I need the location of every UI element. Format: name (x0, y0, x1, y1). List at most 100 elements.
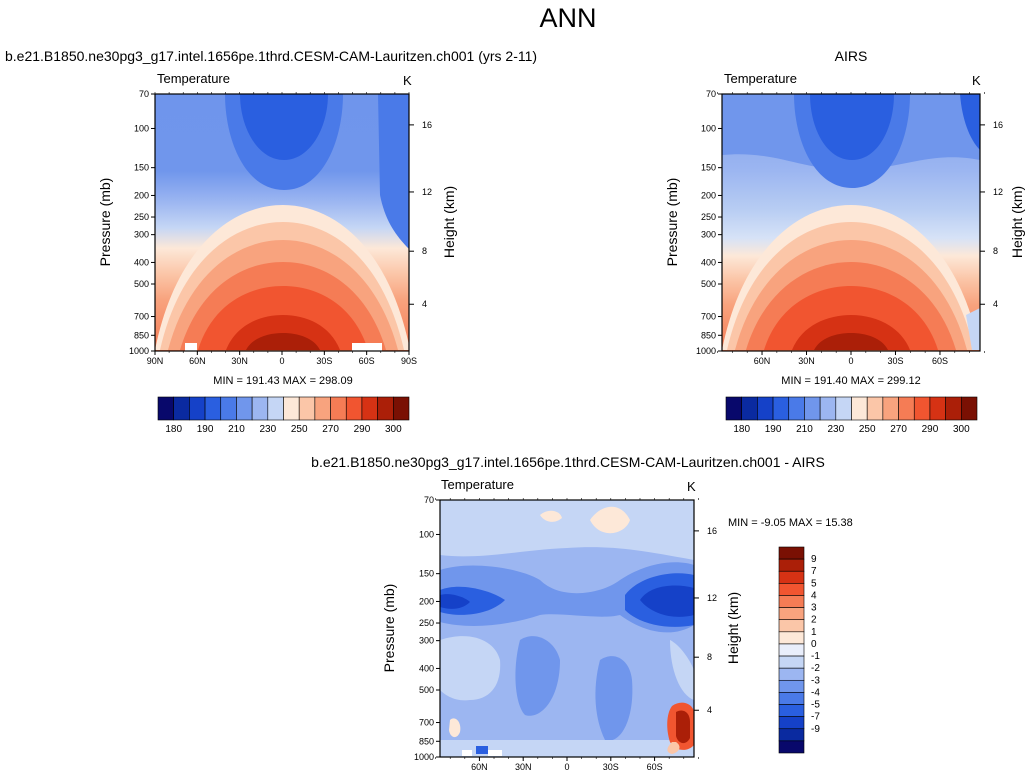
obs-pressure-tick-label: 500 (701, 279, 716, 289)
obs-colorbar-swatch (835, 396, 852, 421)
model-pressure-tick-label: 300 (134, 230, 149, 240)
model-pressure-tick-label: 200 (134, 190, 149, 200)
diff-colorbar-label: 1 (811, 627, 817, 638)
model-colorbar-label: 180 (165, 424, 182, 435)
obs-contour-field (722, 94, 980, 351)
model-case-title: b.e21.B1850.ne30pg3_g17.intel.1656pe.1th… (5, 48, 537, 64)
model-pressure-tick-label: 100 (134, 123, 149, 133)
diff-pressure-tick-label: 850 (419, 736, 434, 746)
diff-axis-ticks: 70 100 150 200 250 300 400 500 700 850 1000 16 12 8 4 6… (414, 495, 717, 772)
diff-colorbar-label: -2 (811, 663, 820, 674)
diff-pressure-tick-label: 150 (419, 569, 434, 579)
diff-colorbar-label: 3 (811, 603, 817, 614)
model-lat-tick-label: 60N (189, 356, 206, 366)
diff-colorbar-label: 2 (811, 615, 817, 626)
diff-colorbar-label: -3 (811, 675, 820, 686)
model-pressure-tick-label: 500 (134, 279, 149, 289)
model-colorbar: 180 190 210 230 250 270 290 300 (157, 396, 410, 435)
model-colorbar-swatch (393, 396, 410, 421)
obs-colorbar-swatch (866, 396, 884, 421)
obs-height-tick-label: 4 (993, 299, 998, 309)
model-colorbar-swatch (204, 396, 222, 421)
diff-colorbar-swatch (778, 716, 805, 730)
model-pressure-tick-label: 850 (134, 330, 149, 340)
obs-colorbar-label: 180 (733, 424, 750, 435)
diff-colorbar-swatch (778, 631, 805, 645)
diff-pressure-tick-label: 200 (419, 596, 434, 606)
diff-units-label: K (687, 479, 696, 494)
obs-colorbar-swatch (757, 396, 774, 421)
diff-colorbar-swatch (778, 679, 805, 693)
diff-colorbar-swatch (778, 692, 805, 705)
model-colorbar-swatch (330, 396, 347, 421)
obs-height-tick-label: 16 (993, 120, 1003, 130)
diff-lat-tick-label: 30S (603, 762, 619, 772)
diff-lat-tick-label: 0 (564, 762, 569, 772)
model-colorbar-swatch (361, 396, 378, 421)
diff-pressure-axis-label: Pressure (mb) (381, 584, 397, 673)
diff-pressure-tick-label: 500 (419, 685, 434, 695)
model-variable-label: Temperature (157, 71, 230, 86)
obs-colorbar-swatch (898, 396, 915, 421)
diff-pressure-tick-label: 1000 (414, 752, 434, 762)
model-pressure-tick-label: 150 (134, 163, 149, 173)
obs-colorbar-swatch (804, 396, 821, 421)
diff-colorbar-swatch (778, 667, 805, 681)
diff-pressure-tick-label: 70 (424, 495, 434, 505)
model-contour-field (155, 94, 409, 351)
diff-colorbar-swatch (778, 619, 805, 633)
model-lat-tick-label: 90S (401, 356, 417, 366)
diff-pressure-tick-label: 300 (419, 636, 434, 646)
diff-pressure-tick-label: 100 (419, 529, 434, 539)
diff-colorbar-label: -7 (811, 712, 820, 723)
model-height-tick-label: 12 (422, 187, 432, 197)
diff-colorbar-swatch (778, 704, 805, 717)
obs-pressure-tick-label: 250 (701, 212, 716, 222)
obs-variable-label: Temperature (724, 71, 797, 86)
obs-min-max: MIN = 191.40 MAX = 299.12 (781, 375, 920, 387)
obs-colorbar-swatch (961, 396, 978, 421)
obs-colorbar-swatch (741, 396, 758, 421)
model-pressure-tick-label: 700 (134, 312, 149, 322)
obs-colorbar-swatch (945, 396, 962, 421)
obs-pressure-tick-label: 300 (701, 230, 716, 240)
model-colorbar-label: 270 (322, 424, 339, 435)
diff-colorbar-swatch (778, 546, 805, 560)
diff-height-axis-label: Height (km) (725, 592, 741, 664)
diff-colorbar-swatch (778, 558, 805, 572)
obs-lat-tick-label: 60S (932, 356, 948, 366)
obs-colorbar-label: 210 (796, 424, 813, 435)
obs-pressure-axis-label: Pressure (mb) (664, 178, 680, 267)
diff-colorbar-label: 0 (811, 639, 817, 650)
diff-colorbar-swatch (778, 595, 805, 608)
obs-colorbar-swatch (913, 396, 931, 421)
obs-pressure-tick-label: 200 (701, 190, 716, 200)
obs-colorbar-label: 300 (953, 424, 970, 435)
obs-lat-tick-label: 0 (848, 356, 853, 366)
model-colorbar-swatch (267, 396, 284, 421)
diff-colorbar-label: 9 (811, 554, 817, 565)
diff-colorbar-label: -5 (811, 700, 820, 711)
model-colorbar-swatch (251, 396, 269, 421)
model-lat-tick-label: 30S (316, 356, 332, 366)
obs-height-tick-label: 8 (993, 246, 998, 256)
obs-colorbar-label: 270 (890, 424, 907, 435)
model-colorbar-swatch (157, 396, 174, 421)
model-colorbar-label: 210 (228, 424, 245, 435)
obs-lat-tick-label: 60N (754, 356, 771, 366)
obs-colorbar-swatch (882, 396, 899, 421)
diff-colorbar-swatch (778, 570, 805, 584)
diff-colorbar-swatch (778, 655, 805, 669)
model-colorbar-swatch (236, 396, 253, 421)
diff-min-max: MIN = -9.05 MAX = 15.38 (728, 517, 853, 529)
model-pressure-tick-label: 400 (134, 257, 149, 267)
model-pressure-tick-label: 1000 (129, 346, 149, 356)
obs-pressure-tick-label: 1000 (696, 346, 716, 356)
model-colorbar-swatch (298, 396, 316, 421)
model-lat-tick-label: 60S (359, 356, 375, 366)
diff-contour-field (440, 500, 694, 757)
diff-colorbar-label: -4 (811, 687, 820, 698)
model-colorbar-label: 300 (385, 424, 402, 435)
